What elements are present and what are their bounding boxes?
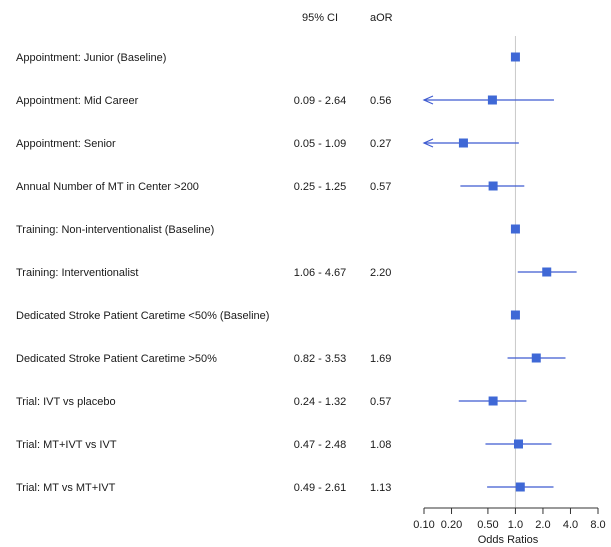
- or-point-marker: [515, 482, 525, 492]
- row-label: Training: Interventionalist: [16, 267, 139, 279]
- forest-row: Training: Non-interventionalist (Baselin…: [16, 224, 520, 236]
- ci-value: 0.24 - 1.32: [294, 396, 347, 408]
- row-label: Dedicated Stroke Patient Caretime <50% (…: [16, 310, 269, 322]
- aor-value: 1.13: [370, 482, 391, 494]
- or-point-marker: [487, 95, 497, 105]
- or-point-marker: [510, 310, 520, 320]
- or-point-marker: [488, 181, 498, 191]
- rows-layer: Appointment: Junior (Baseline) Appointmen…: [16, 52, 577, 494]
- forest-row: Dedicated Stroke Patient Caretime >50% 0.…: [16, 353, 566, 365]
- ci-arrow-left: [422, 138, 434, 148]
- row-label: Trial: IVT vs placebo: [16, 396, 116, 408]
- ci-value: 0.49 - 2.61: [294, 482, 347, 494]
- forest-row: Dedicated Stroke Patient Caretime <50% (…: [16, 310, 520, 322]
- row-label: Trial: MT+IVT vs IVT: [16, 439, 117, 451]
- ci-value: 0.09 - 2.64: [294, 95, 347, 107]
- x-tick-label: 1.0: [508, 519, 523, 531]
- aor-column-header: aOR: [370, 12, 393, 24]
- x-axis-title: Odds Ratios: [478, 534, 539, 546]
- forest-row: Trial: MT+IVT vs IVT 0.47 - 2.48 1.08: [16, 439, 552, 451]
- forest-row: Trial: IVT vs placebo 0.24 - 1.32 0.57: [16, 396, 527, 408]
- aor-value: 0.57: [370, 396, 391, 408]
- forest-row: Trial: MT vs MT+IVT 0.49 - 2.61 1.13: [16, 482, 554, 494]
- aor-value: 0.27: [370, 138, 391, 150]
- or-point-marker: [542, 267, 552, 277]
- x-tick-label: 8.0: [590, 519, 605, 531]
- ci-value: 0.82 - 3.53: [294, 353, 347, 365]
- ci-value: 0.47 - 2.48: [294, 439, 347, 451]
- aor-value: 0.57: [370, 181, 391, 193]
- row-label: Appointment: Senior: [16, 138, 116, 150]
- x-tick-label: 0.50: [477, 519, 498, 531]
- forest-row: Training: Interventionalist 1.06 - 4.67 2.…: [16, 267, 577, 279]
- aor-value: 2.20: [370, 267, 391, 279]
- or-point-marker: [513, 439, 523, 449]
- ci-value: 1.06 - 4.67: [294, 267, 347, 279]
- x-tick-label: 4.0: [563, 519, 578, 531]
- ci-column-header: 95% CI: [302, 12, 338, 24]
- row-label: Training: Non-interventionalist (Baselin…: [16, 224, 214, 236]
- row-label: Appointment: Mid Career: [16, 95, 139, 107]
- ci-arrow-left: [422, 95, 434, 105]
- ci-value: 0.25 - 1.25: [294, 181, 347, 193]
- or-point-marker: [510, 224, 520, 234]
- forest-row: Appointment: Junior (Baseline): [16, 52, 520, 64]
- aor-value: 0.56: [370, 95, 391, 107]
- ci-value: 0.05 - 1.09: [294, 138, 347, 150]
- x-tick-label: 2.0: [535, 519, 550, 531]
- forest-row: Appointment: Mid Career 0.09 - 2.64 0.56: [16, 95, 554, 107]
- or-point-marker: [510, 52, 520, 62]
- or-point-marker: [488, 396, 498, 406]
- row-label: Appointment: Junior (Baseline): [16, 52, 166, 64]
- aor-value: 1.69: [370, 353, 391, 365]
- aor-value: 1.08: [370, 439, 391, 451]
- row-label: Trial: MT vs MT+IVT: [16, 482, 116, 494]
- x-axis: 0.10 0.20 0.50 1.0 2.0 4.0 8.0: [413, 507, 606, 531]
- x-tick-label: 0.10: [413, 519, 434, 531]
- forest-row: Appointment: Senior 0.05 - 1.09 0.27: [16, 138, 519, 150]
- x-tick-label: 0.20: [441, 519, 462, 531]
- forest-row: Annual Number of MT in Center >200 0.25 -…: [16, 181, 525, 193]
- or-point-marker: [458, 138, 468, 148]
- row-label: Annual Number of MT in Center >200: [16, 181, 199, 193]
- or-point-marker: [531, 353, 541, 363]
- row-label: Dedicated Stroke Patient Caretime >50%: [16, 353, 217, 365]
